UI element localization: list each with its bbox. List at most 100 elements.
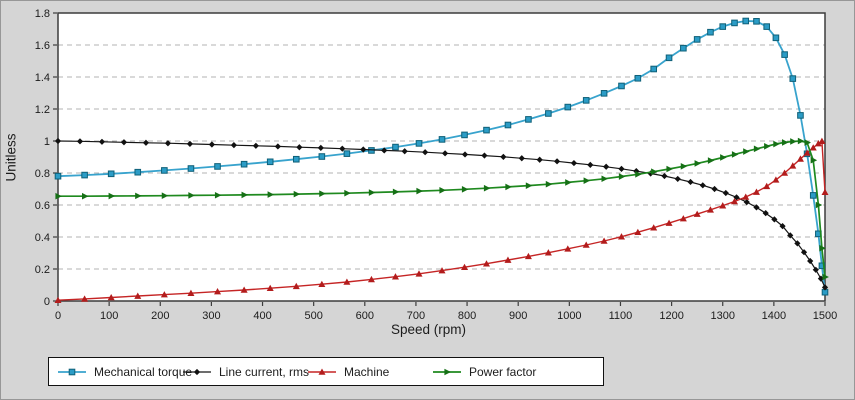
marker-triangle-up bbox=[292, 282, 300, 290]
marker-triangle-up bbox=[367, 275, 375, 283]
marker-triangle-up bbox=[650, 224, 658, 231]
legend-label: Line current, rms bbox=[219, 364, 310, 379]
marker-diamond bbox=[674, 175, 681, 183]
marker-diamond bbox=[779, 223, 786, 230]
marker-square bbox=[504, 121, 512, 129]
marker-triangle-up bbox=[763, 182, 771, 190]
marker-diamond bbox=[733, 194, 740, 201]
marker-triangle-up bbox=[693, 210, 701, 217]
marker-triangle-right bbox=[416, 187, 423, 195]
marker-triangle-right bbox=[822, 273, 829, 281]
marker-triangle-up bbox=[214, 288, 222, 295]
legend-item-machine: Machine bbox=[299, 365, 424, 379]
marker-triangle-right bbox=[188, 192, 195, 199]
marker-square bbox=[438, 136, 446, 143]
marker-diamond bbox=[812, 266, 819, 273]
marker-triangle-right bbox=[565, 179, 572, 186]
marker-triangle-up bbox=[81, 295, 89, 302]
legend-label: Machine bbox=[344, 364, 390, 379]
marker-triangle-right bbox=[815, 201, 823, 209]
marker-triangle-right bbox=[790, 138, 797, 145]
marker-square bbox=[266, 158, 274, 166]
marker-triangle-up bbox=[318, 368, 326, 375]
marker-triangle-up bbox=[617, 233, 625, 240]
marker-triangle-up bbox=[524, 252, 532, 260]
marker-triangle-up bbox=[187, 289, 195, 296]
marker-diamond bbox=[821, 284, 829, 291]
marker-diamond bbox=[699, 182, 706, 189]
marker-triangle-right bbox=[583, 177, 591, 184]
marker-triangle-right bbox=[651, 168, 658, 176]
marker-triangle-up bbox=[482, 260, 490, 267]
marker-triangle-right bbox=[782, 139, 789, 146]
x-tick-label: 1200 bbox=[659, 310, 683, 322]
marker-triangle-right bbox=[483, 184, 491, 192]
marker-square bbox=[719, 23, 727, 30]
marker-triangle-right bbox=[743, 148, 750, 155]
marker-square bbox=[161, 167, 168, 174]
marker-diamond bbox=[274, 143, 281, 150]
marker-diamond bbox=[441, 150, 449, 157]
marker-triangle-right bbox=[135, 192, 142, 200]
y-tick-label: 1.2 bbox=[35, 104, 50, 116]
marker-square bbox=[134, 168, 142, 176]
marker-square bbox=[665, 54, 673, 62]
marker-diamond bbox=[618, 165, 625, 172]
x-tick-label: 500 bbox=[304, 310, 322, 322]
marker-square bbox=[707, 28, 714, 36]
marker-square bbox=[763, 23, 771, 30]
marker-triangle-up bbox=[730, 197, 738, 205]
marker-square bbox=[68, 368, 76, 375]
marker-diamond bbox=[722, 189, 729, 197]
marker-triangle-right bbox=[439, 186, 446, 194]
marker-triangle-up bbox=[818, 137, 826, 144]
marker-square bbox=[525, 116, 532, 123]
marker-triangle-up bbox=[803, 149, 811, 156]
marker-triangle-up bbox=[719, 202, 727, 209]
marker-square bbox=[318, 153, 326, 160]
marker-triangle-up bbox=[600, 237, 608, 244]
marker-diamond bbox=[317, 144, 324, 151]
x-tick-label: 0 bbox=[55, 310, 61, 322]
marker-square bbox=[461, 131, 468, 139]
y-axis-title: Unitless bbox=[3, 133, 19, 182]
marker-triangle-right bbox=[55, 192, 62, 200]
marker-diamond bbox=[208, 141, 216, 148]
marker-triangle-right bbox=[694, 160, 702, 167]
marker-triangle-right bbox=[241, 191, 249, 199]
marker-diamond bbox=[603, 163, 610, 170]
marker-triangle-right bbox=[267, 191, 275, 198]
marker-diamond bbox=[54, 137, 62, 145]
marker-triangle-right bbox=[707, 157, 715, 164]
x-tick-label: 1400 bbox=[762, 310, 786, 322]
plot-background bbox=[58, 13, 825, 301]
marker-triangle-up bbox=[742, 193, 750, 200]
marker-diamond bbox=[633, 167, 640, 175]
x-tick-label: 1300 bbox=[710, 310, 734, 322]
marker-diamond bbox=[193, 368, 201, 375]
marker-square bbox=[600, 90, 608, 97]
marker-triangle-right bbox=[810, 156, 818, 164]
marker-square bbox=[618, 82, 625, 90]
x-tick-label: 700 bbox=[407, 310, 425, 322]
marker-triangle-right bbox=[635, 170, 642, 178]
marker-triangle-right bbox=[444, 368, 451, 375]
marker-triangle-up bbox=[564, 245, 572, 252]
marker-triangle-right bbox=[545, 180, 553, 188]
marker-triangle-up bbox=[391, 273, 399, 280]
marker-diamond bbox=[787, 232, 794, 239]
marker-triangle-up bbox=[789, 162, 797, 169]
x-tick-label: 800 bbox=[458, 310, 476, 322]
marker-triangle-up bbox=[160, 291, 168, 298]
marker-diamond bbox=[500, 153, 507, 160]
marker-square bbox=[693, 36, 701, 43]
marker-triangle-up bbox=[821, 188, 829, 195]
y-tick-label: 0 bbox=[44, 296, 50, 308]
marker-diamond bbox=[401, 148, 408, 155]
marker-triangle-up bbox=[240, 286, 248, 293]
marker-diamond bbox=[422, 149, 429, 156]
marker-triangle-right bbox=[618, 173, 626, 180]
marker-triangle-right bbox=[731, 151, 739, 158]
marker-diamond bbox=[186, 140, 194, 147]
